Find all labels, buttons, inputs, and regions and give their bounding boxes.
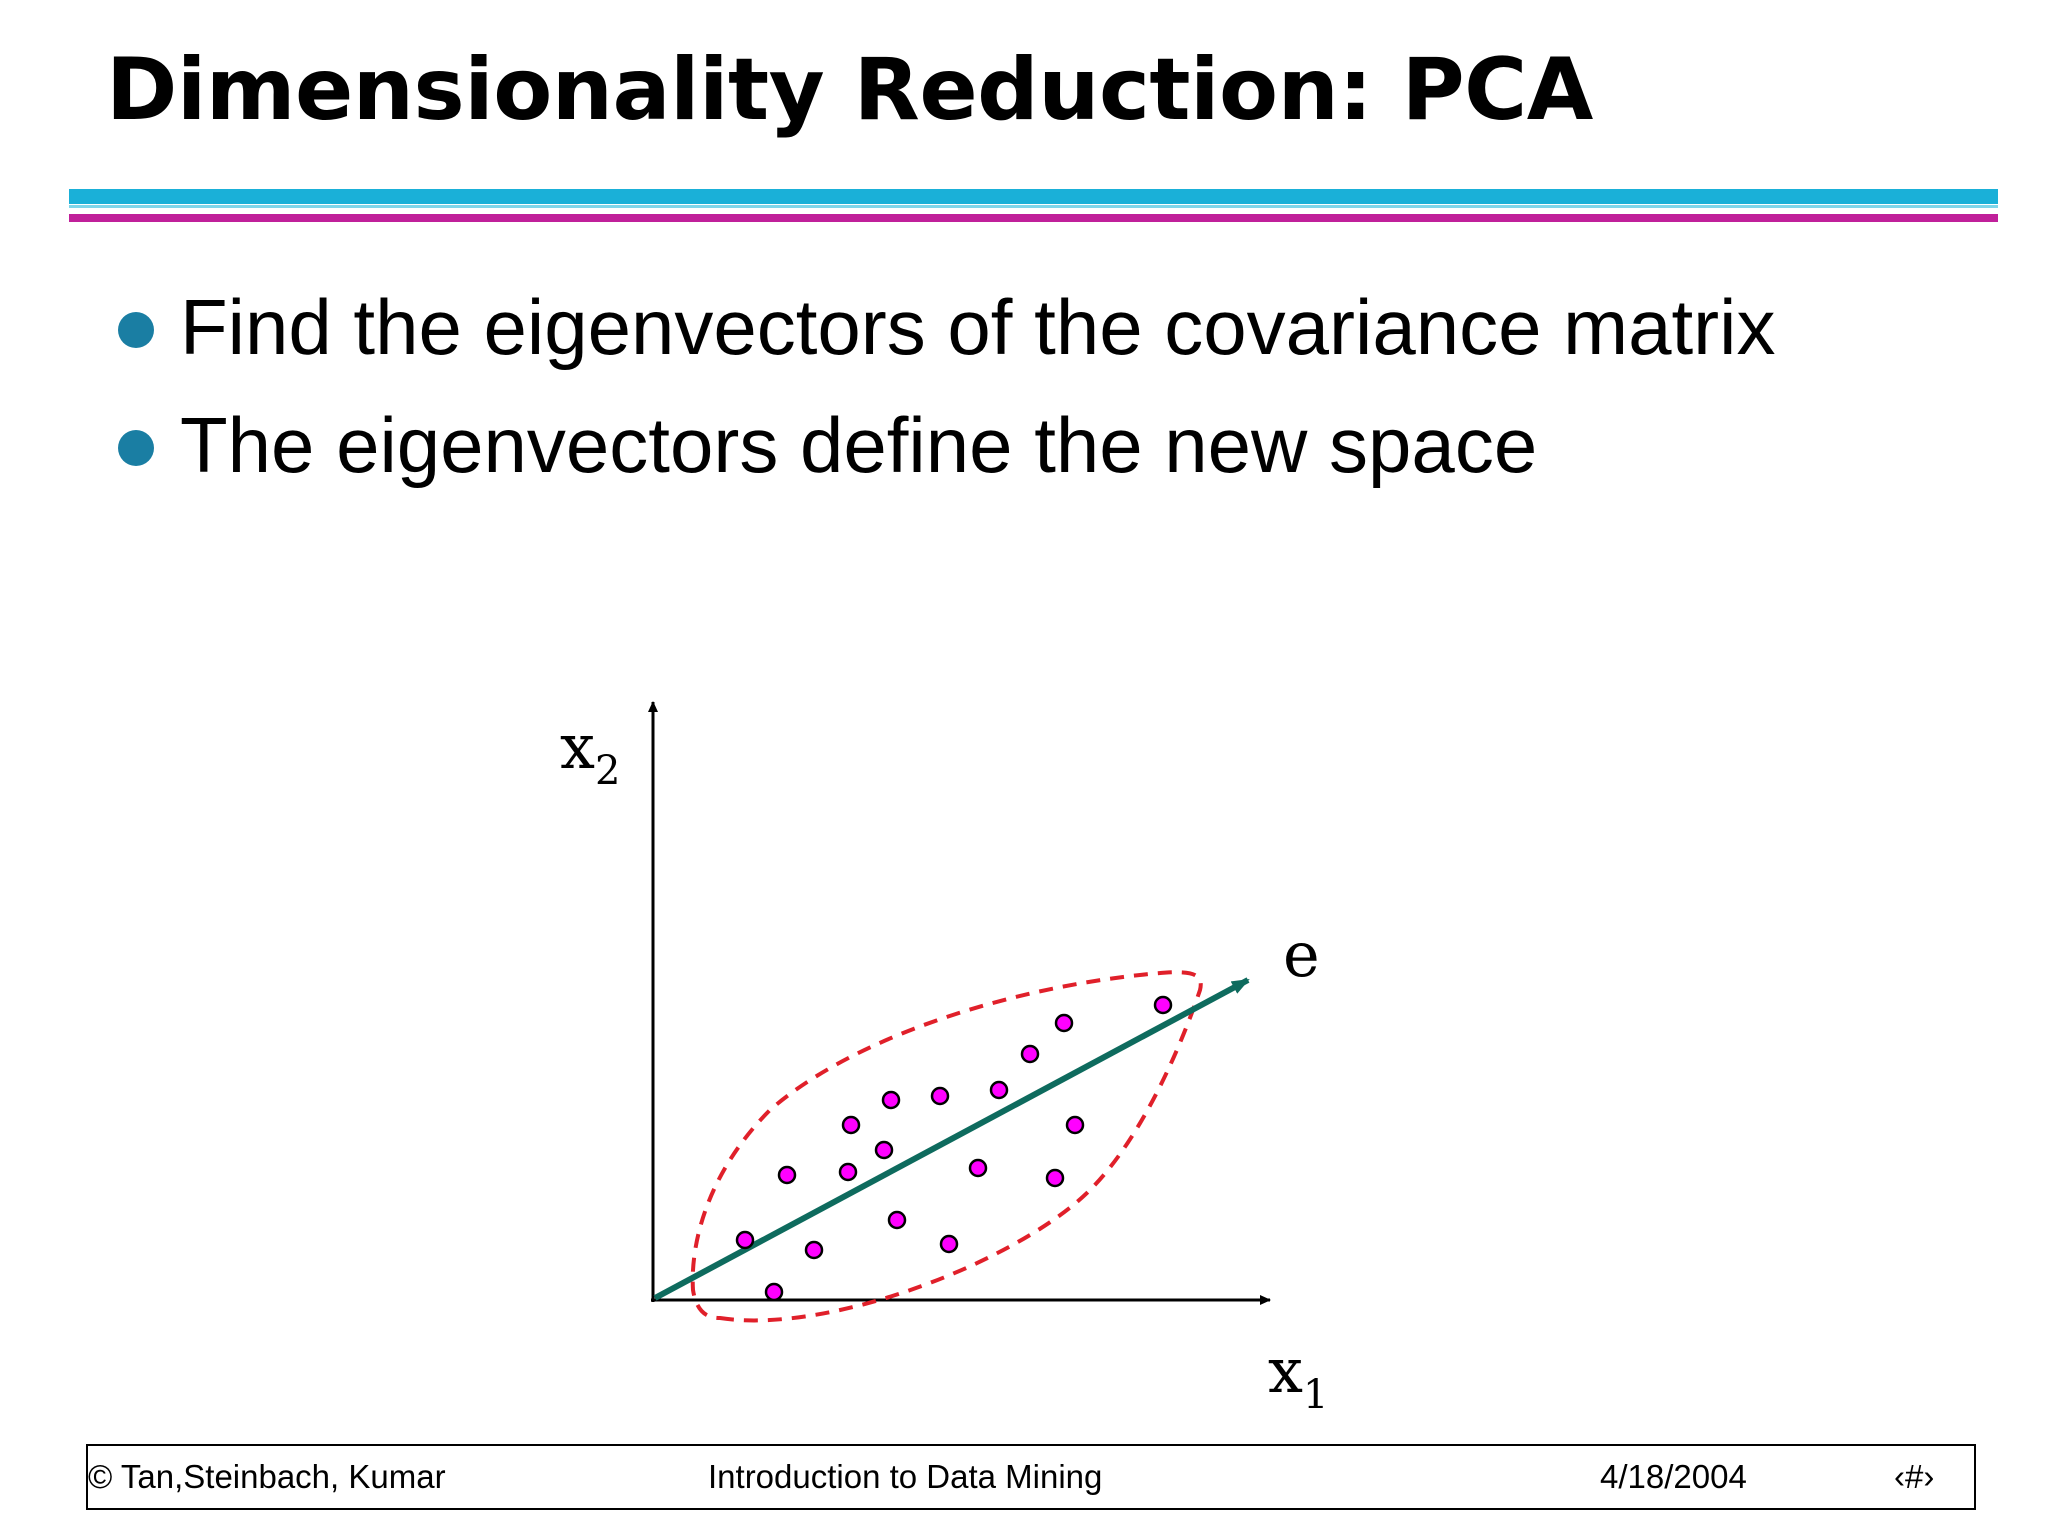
data-point bbox=[838, 1162, 858, 1182]
x-axis-label: x1 bbox=[1268, 1334, 1328, 1418]
data-point bbox=[1153, 995, 1173, 1015]
data-point bbox=[804, 1240, 824, 1260]
data-point bbox=[881, 1090, 901, 1110]
bullet-text: The eigenvectors define the new space bbox=[180, 401, 1538, 489]
footer-copyright: © Tan,Steinbach, Kumar bbox=[88, 1458, 446, 1495]
x-axis-label-base: x bbox=[1268, 1334, 1303, 1407]
data-point bbox=[735, 1230, 755, 1250]
data-point bbox=[1045, 1168, 1065, 1188]
data-point bbox=[1054, 1013, 1074, 1033]
data-points bbox=[735, 995, 1173, 1302]
data-point bbox=[764, 1282, 784, 1302]
title-rule-cyan-thin bbox=[69, 205, 1998, 208]
bullet-dot-icon bbox=[118, 430, 154, 466]
bullet-item: The eigenvectors define the new space bbox=[118, 386, 1775, 504]
data-point bbox=[887, 1210, 907, 1230]
bullet-list: Find the eigenvectors of the covariance … bbox=[118, 268, 1775, 504]
footer-date: 4/18/2004 bbox=[1600, 1458, 1747, 1495]
bullet-dot-icon bbox=[118, 312, 154, 348]
bullet-text: Find the eigenvectors of the covariance … bbox=[180, 283, 1776, 371]
footer-course: Introduction to Data Mining bbox=[708, 1458, 1103, 1495]
footer-page-number: ‹#› bbox=[1894, 1458, 1935, 1495]
slide-footer: © Tan,Steinbach, Kumar Introduction to D… bbox=[86, 1444, 1976, 1510]
data-point bbox=[841, 1115, 861, 1135]
title-rule-cyan bbox=[69, 189, 1998, 204]
x-axis-label-subscript: 1 bbox=[1303, 1372, 1328, 1418]
data-point bbox=[874, 1140, 894, 1160]
y-axis-label: x2 bbox=[560, 710, 620, 794]
eigenvector-label: e bbox=[1283, 918, 1320, 991]
eigenvector-arrow bbox=[653, 977, 1250, 1301]
data-point bbox=[777, 1165, 797, 1185]
data-point bbox=[989, 1080, 1009, 1100]
data-point bbox=[939, 1234, 959, 1254]
y-axis-label-base: x bbox=[560, 710, 595, 783]
data-point bbox=[1020, 1044, 1040, 1064]
data-point bbox=[1065, 1115, 1085, 1135]
y-axis-label-subscript: 2 bbox=[595, 748, 620, 794]
bullet-item: Find the eigenvectors of the covariance … bbox=[118, 268, 1775, 386]
title-rule-magenta bbox=[69, 214, 1998, 222]
data-point bbox=[968, 1158, 988, 1178]
spread-ellipse bbox=[690, 970, 1203, 1323]
slide-title: Dimensionality Reduction: PCA bbox=[106, 40, 1593, 140]
data-point bbox=[930, 1086, 950, 1106]
